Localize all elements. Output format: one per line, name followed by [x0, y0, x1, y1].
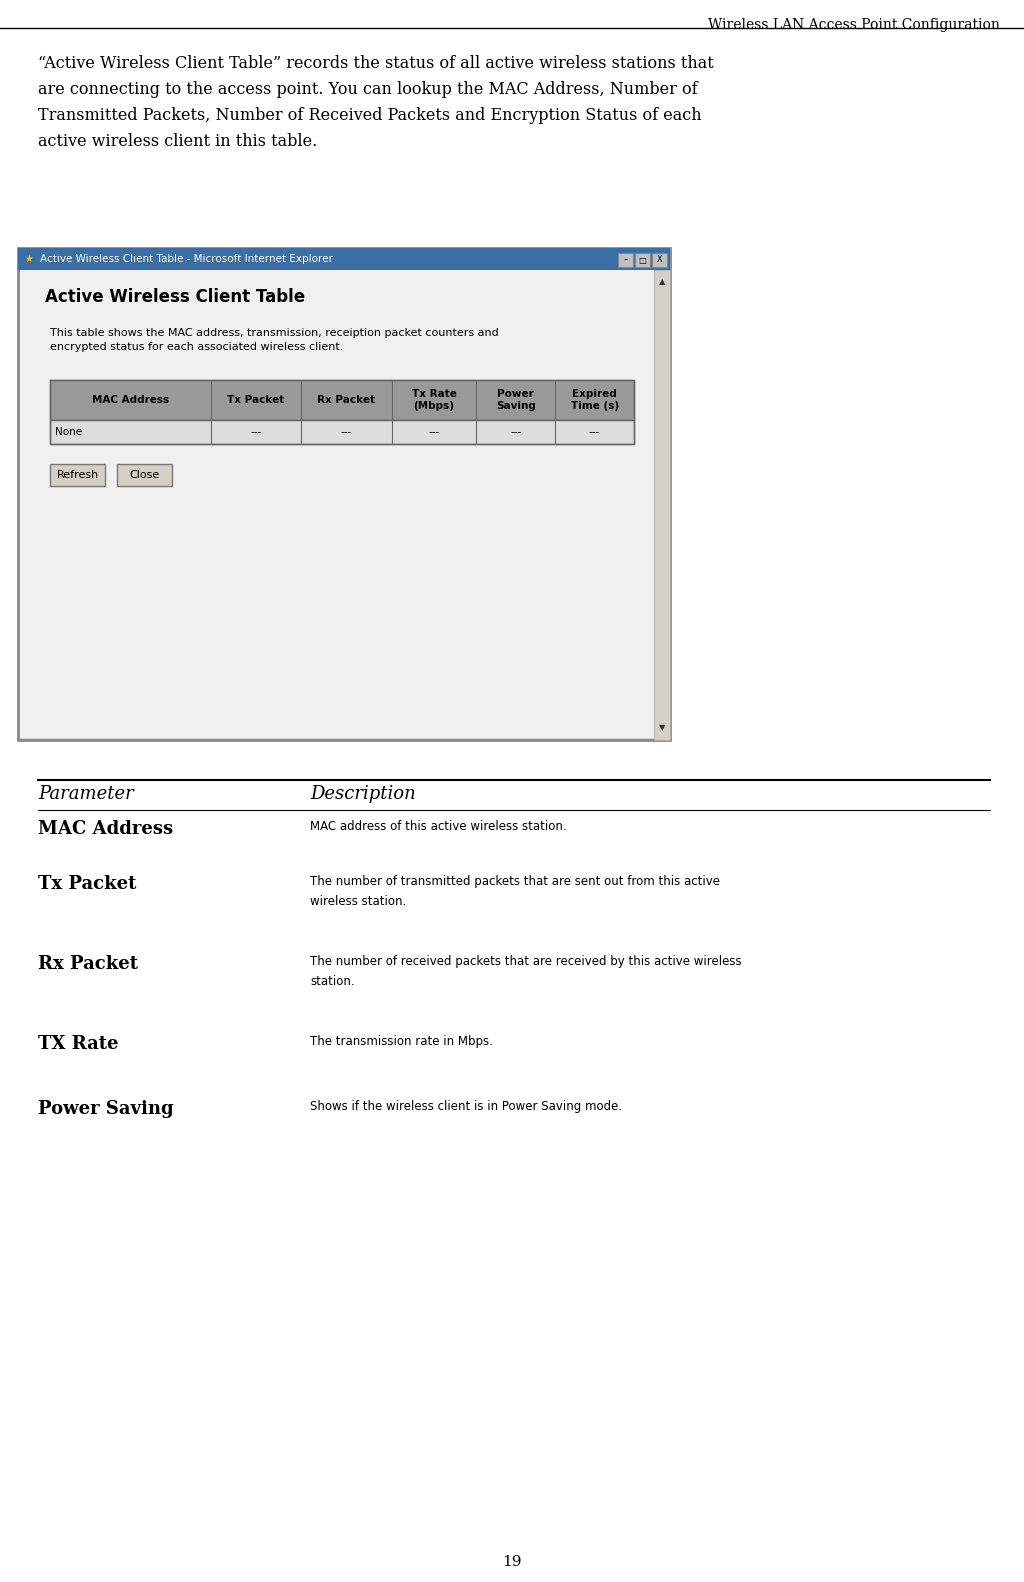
Text: Tx Packet: Tx Packet	[38, 875, 136, 892]
FancyBboxPatch shape	[20, 271, 654, 737]
Text: active wireless client in this table.: active wireless client in this table.	[38, 133, 317, 150]
Text: MAC address of this active wireless station.: MAC address of this active wireless stat…	[310, 819, 566, 834]
Text: ---: ---	[250, 427, 261, 437]
Text: ---: ---	[589, 427, 600, 437]
Text: Tx Rate
(Mbps): Tx Rate (Mbps)	[412, 389, 457, 411]
Text: 19: 19	[502, 1555, 522, 1569]
Text: Shows if the wireless client is in Power Saving mode.: Shows if the wireless client is in Power…	[310, 1099, 623, 1114]
Text: □: □	[639, 256, 646, 264]
Text: ---: ---	[341, 427, 352, 437]
Text: MAC Address: MAC Address	[38, 819, 173, 838]
Text: Close: Close	[129, 470, 160, 479]
FancyBboxPatch shape	[654, 271, 670, 740]
Text: are connecting to the access point. You can lookup the MAC Address, Number of: are connecting to the access point. You …	[38, 81, 697, 98]
Text: Description: Description	[310, 785, 416, 804]
Text: MAC Address: MAC Address	[92, 396, 169, 405]
FancyBboxPatch shape	[117, 464, 172, 486]
Text: The transmission rate in Mbps.: The transmission rate in Mbps.	[310, 1035, 493, 1047]
Text: –: –	[624, 256, 628, 264]
Text: Active Wireless Client Table - Microsoft Internet Explorer: Active Wireless Client Table - Microsoft…	[40, 255, 333, 264]
Text: ★: ★	[24, 255, 33, 264]
Text: wireless station.: wireless station.	[310, 895, 407, 908]
FancyBboxPatch shape	[18, 248, 670, 271]
Text: TX Rate: TX Rate	[38, 1035, 119, 1054]
Text: Rx Packet: Rx Packet	[317, 396, 376, 405]
Text: Transmitted Packets, Number of Received Packets and Encryption Status of each: Transmitted Packets, Number of Received …	[38, 108, 701, 123]
Text: Tx Packet: Tx Packet	[227, 396, 285, 405]
FancyBboxPatch shape	[50, 464, 105, 486]
Text: “Active Wireless Client Table” records the status of all active wireless station: “Active Wireless Client Table” records t…	[38, 55, 714, 73]
Text: Parameter: Parameter	[38, 785, 134, 804]
Text: Power Saving: Power Saving	[38, 1099, 174, 1118]
FancyBboxPatch shape	[50, 419, 634, 445]
Text: None: None	[55, 427, 82, 437]
Text: ▼: ▼	[658, 723, 666, 732]
Text: Wireless LAN Access Point Configuration: Wireless LAN Access Point Configuration	[709, 17, 1000, 32]
Text: Expired
Time (s): Expired Time (s)	[570, 389, 618, 411]
Text: Rx Packet: Rx Packet	[38, 956, 138, 973]
Text: ---: ---	[428, 427, 439, 437]
Text: The number of received packets that are received by this active wireless: The number of received packets that are …	[310, 956, 741, 968]
FancyBboxPatch shape	[652, 253, 667, 267]
Text: Power
Saving: Power Saving	[496, 389, 536, 411]
Text: station.: station.	[310, 975, 354, 989]
Text: Active Wireless Client Table: Active Wireless Client Table	[45, 288, 305, 305]
Text: This table shows the MAC address, transmission, receiption packet counters and: This table shows the MAC address, transm…	[50, 327, 499, 339]
Text: Refresh: Refresh	[56, 470, 98, 479]
Text: The number of transmitted packets that are sent out from this active: The number of transmitted packets that a…	[310, 875, 720, 888]
Text: ---: ---	[510, 427, 521, 437]
FancyBboxPatch shape	[18, 248, 670, 740]
Text: X: X	[656, 256, 663, 264]
FancyBboxPatch shape	[50, 380, 634, 419]
Text: encrypted status for each associated wireless client.: encrypted status for each associated wir…	[50, 342, 343, 353]
FancyBboxPatch shape	[635, 253, 650, 267]
FancyBboxPatch shape	[618, 253, 633, 267]
Text: ▲: ▲	[658, 277, 666, 286]
